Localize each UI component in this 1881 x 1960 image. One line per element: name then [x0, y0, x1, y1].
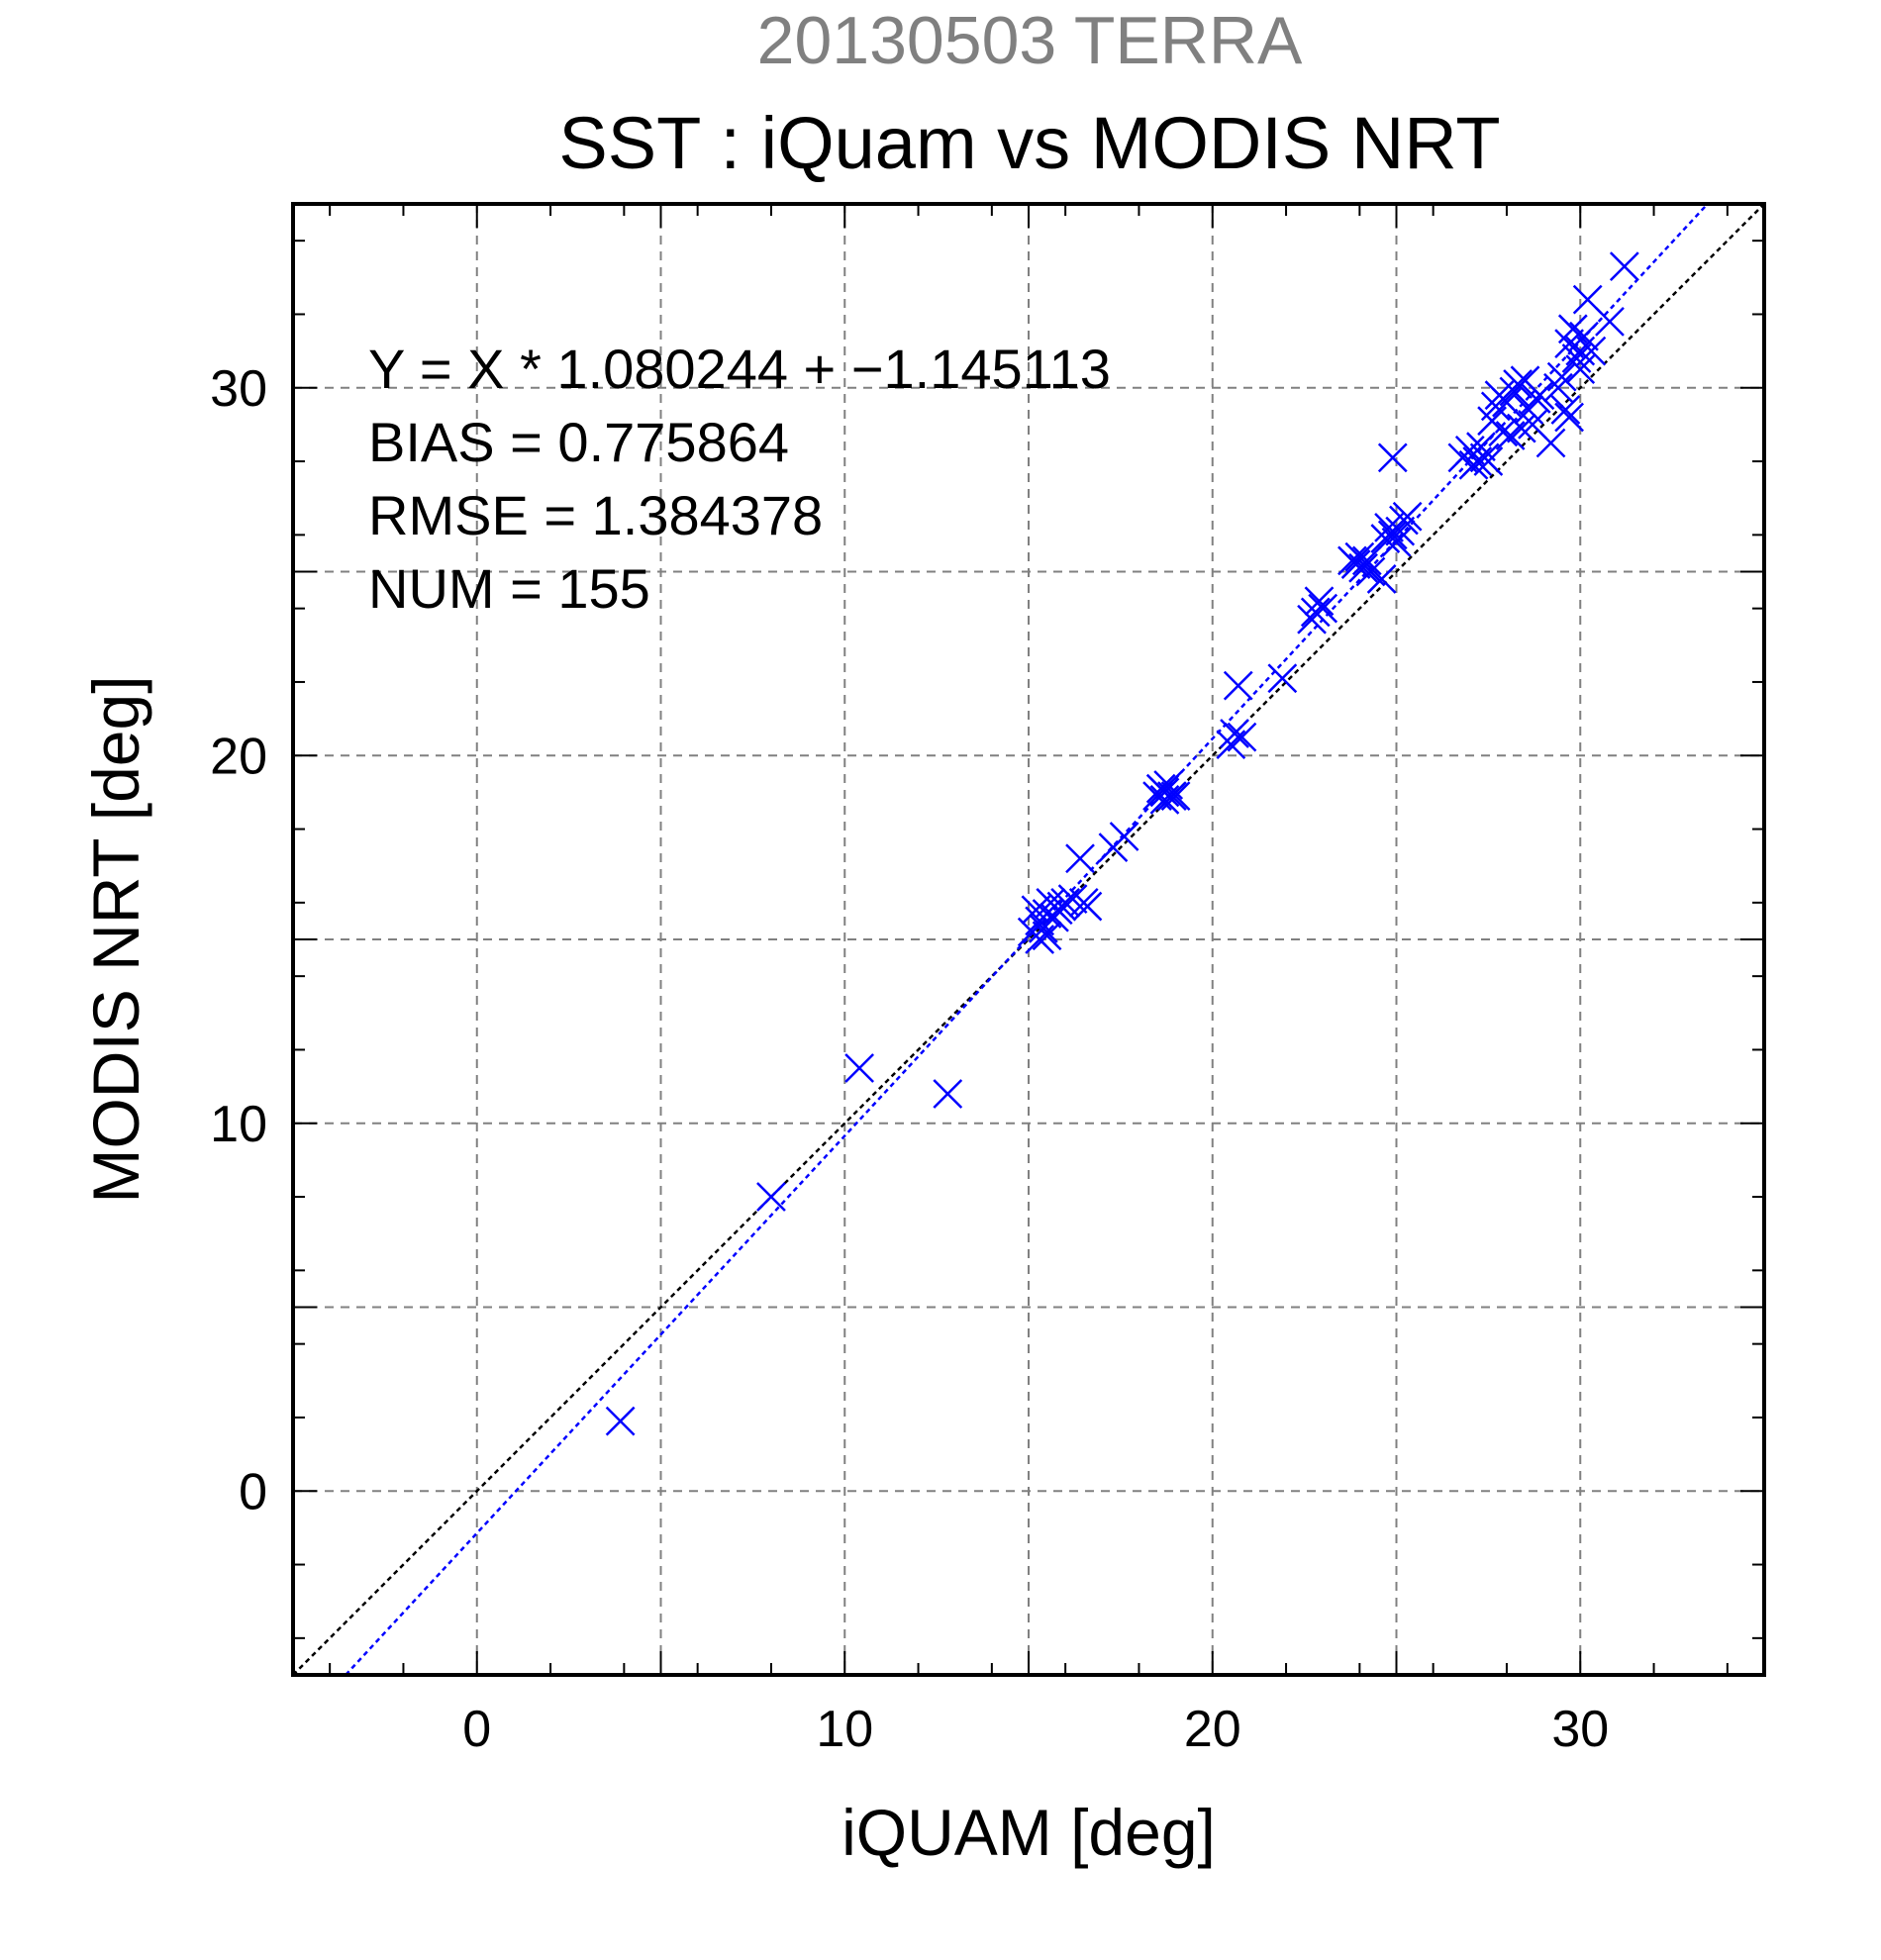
data-point	[1351, 545, 1382, 576]
stats-box: Y = X * 1.080244 + −1.145113 BIAS = 0.77…	[368, 338, 1111, 620]
x-tick-label: 10	[816, 1701, 873, 1758]
data-point	[605, 1406, 636, 1436]
y-axis-label: MODIS NRT [deg]	[79, 675, 152, 1203]
data-point	[1565, 354, 1596, 385]
x-tick-label: 30	[1551, 1701, 1609, 1758]
data-point	[1543, 372, 1573, 403]
data-point	[1473, 446, 1504, 476]
data-point	[1366, 564, 1397, 594]
data-point	[1385, 516, 1416, 546]
data-point	[1561, 343, 1592, 373]
y-tick-label: 10	[210, 1096, 267, 1153]
top-label: 20130503 TERRA	[757, 3, 1303, 78]
rmse-stat: RMSE = 1.384378	[368, 484, 823, 546]
data-point	[1374, 513, 1404, 542]
y-tick-label: 30	[210, 360, 267, 418]
data-point	[1535, 428, 1566, 458]
regression-equation: Y = X * 1.080244 + −1.145113	[368, 338, 1111, 400]
data-point	[1506, 413, 1536, 443]
data-point	[1304, 586, 1335, 617]
x-tick-label: 0	[462, 1701, 491, 1758]
data-point	[1381, 527, 1412, 557]
data-point	[1609, 251, 1639, 282]
bias-stat: BIAS = 0.775864	[368, 411, 789, 473]
data-point	[1595, 306, 1625, 337]
data-point	[1223, 670, 1253, 701]
data-point	[844, 1053, 874, 1083]
data-point	[1160, 781, 1191, 811]
tick-labels: 0 10 20 30 0 10 20 30	[210, 360, 1609, 1758]
data-point	[1157, 781, 1187, 811]
data-point	[1300, 597, 1331, 628]
data-point	[756, 1182, 786, 1212]
data-point	[1072, 891, 1103, 922]
num-stat: NUM = 155	[368, 557, 650, 620]
data-point	[1032, 921, 1062, 951]
y-tick-label: 0	[239, 1463, 267, 1520]
data-point	[1377, 520, 1408, 550]
data-point	[1466, 432, 1496, 462]
data-point	[1267, 663, 1298, 694]
data-markers	[605, 251, 1639, 1436]
data-point	[1149, 777, 1180, 808]
plot-frame	[291, 202, 1766, 1677]
data-point	[1340, 549, 1371, 579]
data-point	[1503, 369, 1533, 399]
data-point	[1569, 321, 1599, 351]
x-tick-label: 20	[1184, 1701, 1241, 1758]
data-point	[1392, 501, 1423, 532]
data-point	[1032, 899, 1062, 929]
data-point	[1546, 361, 1577, 392]
data-point	[1377, 442, 1408, 473]
data-point	[1348, 552, 1378, 583]
data-point	[1021, 895, 1051, 926]
data-point	[1109, 822, 1139, 851]
x-axis-label: iQUAM [deg]	[842, 1796, 1216, 1869]
data-point	[1065, 843, 1095, 874]
data-point	[1220, 719, 1249, 748]
data-point	[1057, 884, 1088, 915]
data-point	[1488, 417, 1519, 447]
data-point	[1308, 593, 1338, 624]
data-point	[1554, 402, 1584, 433]
chart-title: SST : iQuam vs MODIS NRT	[558, 102, 1500, 184]
data-point	[1227, 722, 1257, 752]
data-point	[1576, 336, 1607, 366]
data-point	[1525, 380, 1555, 411]
y-tick-label: 20	[210, 728, 267, 785]
data-point	[1550, 395, 1581, 425]
data-point	[933, 1079, 963, 1109]
